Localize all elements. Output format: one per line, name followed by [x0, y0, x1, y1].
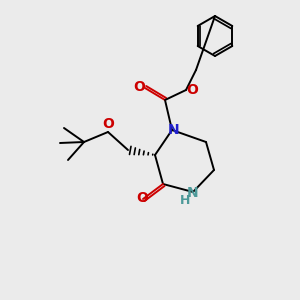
Text: O: O [102, 117, 114, 131]
Text: N: N [168, 123, 180, 137]
Text: H: H [180, 194, 190, 208]
Text: O: O [136, 191, 148, 205]
Text: O: O [133, 80, 145, 94]
Text: N: N [187, 186, 199, 200]
Text: O: O [186, 83, 198, 97]
